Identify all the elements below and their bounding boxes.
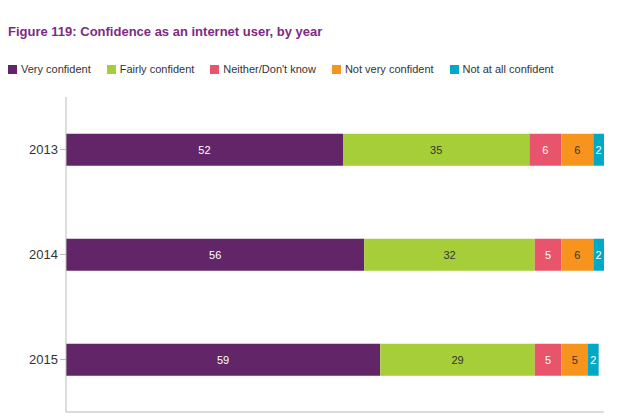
html-text:Not at all confident: Not at all confident [462,63,554,75]
html-text:Very confident: Very confident [21,63,91,75]
svg-text:5: 5 [572,354,578,366]
svg-text:32: 32 [443,249,455,261]
svg-text:2014: 2014 [29,247,58,262]
svg-text:2: 2 [590,354,596,366]
svg-text:2013: 2013 [29,142,58,157]
svg-text:52: 52 [198,144,210,156]
svg-text:5: 5 [545,354,551,366]
svg-text:6: 6 [542,144,548,156]
html-text:Not very confident: Not very confident [344,63,434,75]
svg-text:29: 29 [451,354,463,366]
html-text:Neither/Don't know: Neither/Don't know [223,63,316,75]
svg-text:6: 6 [574,144,580,156]
svg-text:2015: 2015 [29,352,58,367]
html-text:Fairly confident: Fairly confident [119,63,195,75]
svg-text:5: 5 [545,249,551,261]
svg-text:2: 2 [596,249,602,261]
html-text:Figure 119: Confidence as an i: Figure 119: Confidence as an internet us… [8,24,323,39]
svg-text:35: 35 [430,144,442,156]
svg-text:59: 59 [217,354,229,366]
svg-text:2: 2 [596,144,602,156]
svg-text:56: 56 [209,249,221,261]
svg-text:6: 6 [574,249,580,261]
